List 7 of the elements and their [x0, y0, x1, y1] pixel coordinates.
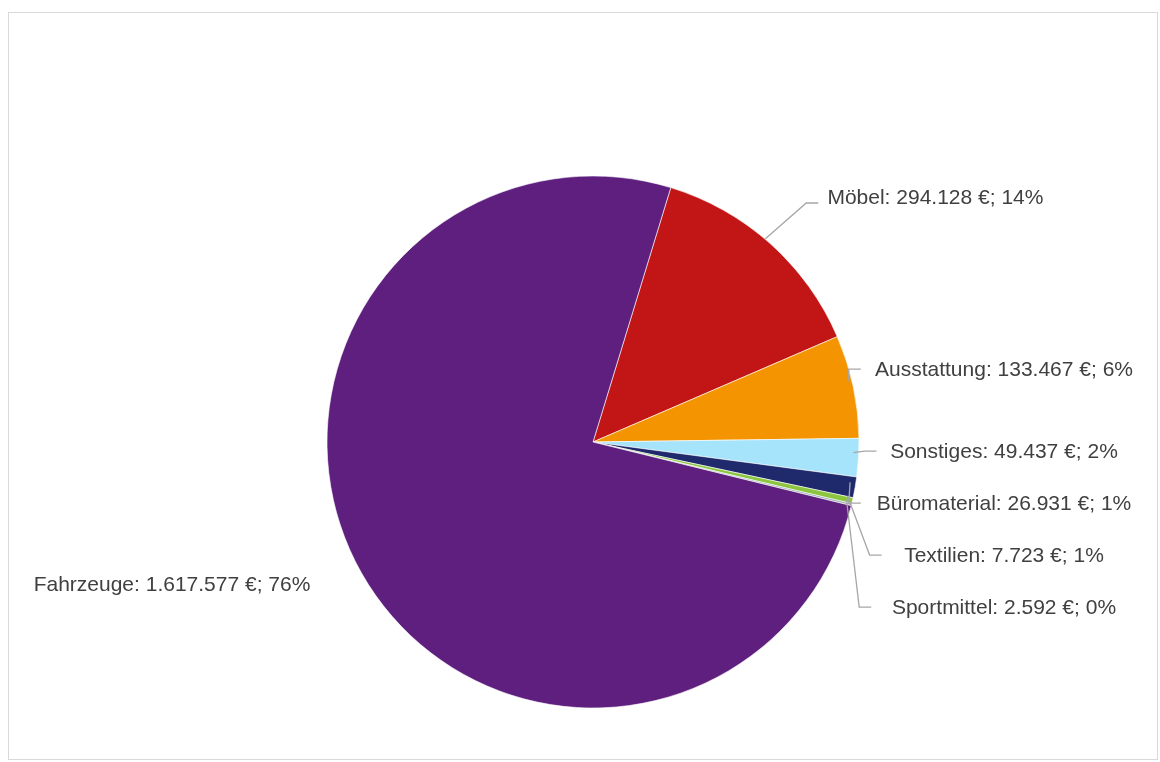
slice-label: Fahrzeuge: 1.617.577 €; 76%	[33, 571, 311, 598]
slice-label: Büromaterial: 26.931 €; 1%	[876, 490, 1132, 517]
slice-label: Sportmittel: 2.592 €; 0%	[891, 594, 1117, 621]
slice-label: Textilien: 7.723 €; 1%	[904, 542, 1104, 569]
slice-label: Sonstiges: 49.437 €; 2%	[890, 438, 1118, 465]
slice-label: Ausstattung: 133.467 €; 6%	[874, 356, 1134, 383]
slice-label: Möbel: 294.128 €; 14%	[827, 184, 1044, 210]
